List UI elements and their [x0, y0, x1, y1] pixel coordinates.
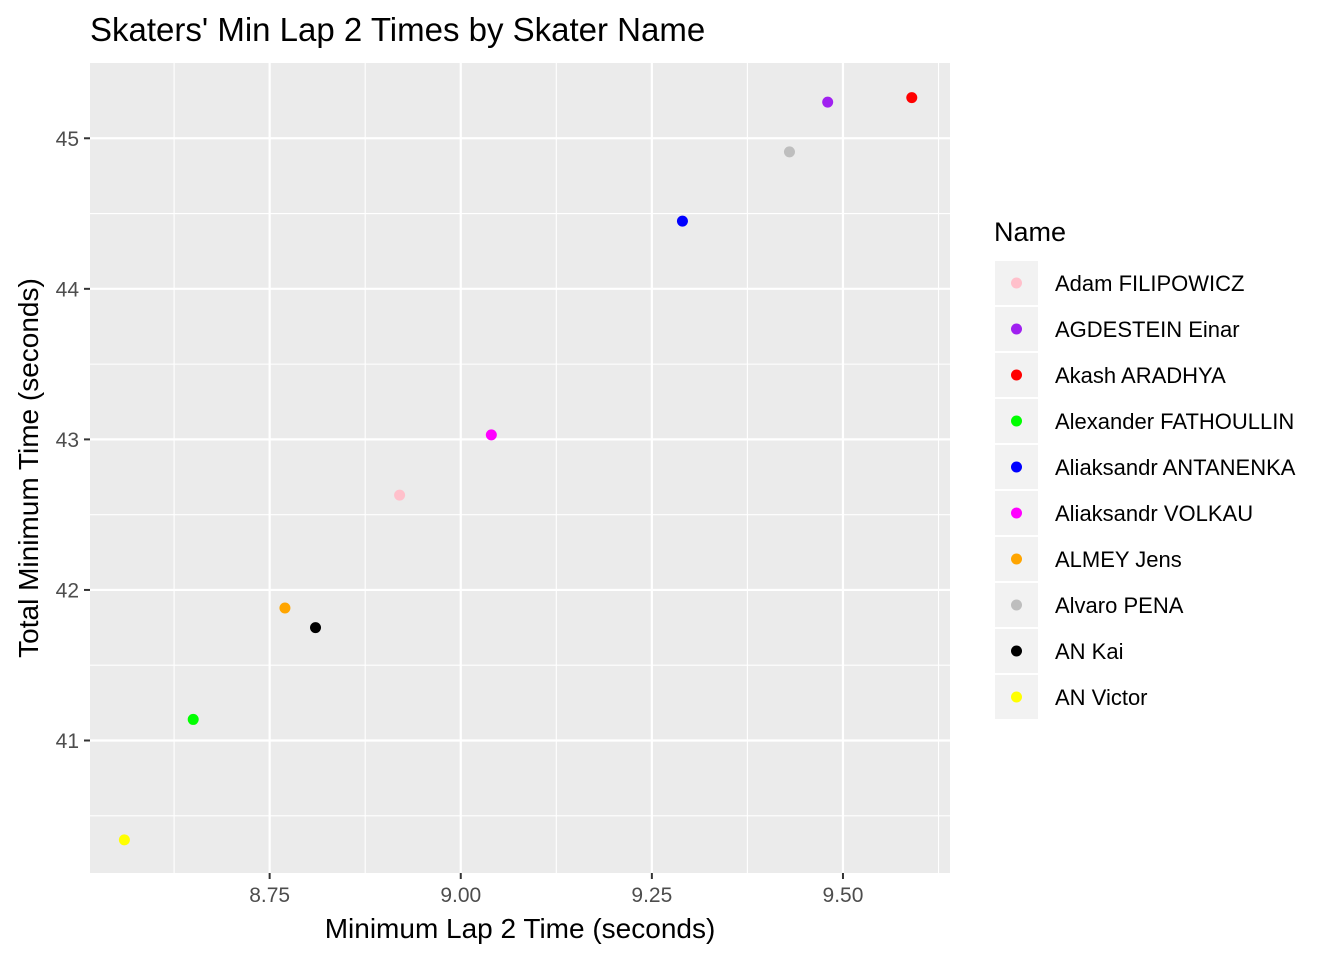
data-point: [783, 146, 795, 158]
x-tick-label: 9.25: [631, 884, 672, 907]
legend-label: AN Kai: [1055, 639, 1123, 664]
legend-item: Adam FILIPOWICZ: [995, 261, 1244, 305]
data-point: [676, 215, 688, 227]
legend-marker: [1011, 323, 1022, 335]
x-axis-title: Minimum Lap 2 Time (seconds): [325, 913, 716, 944]
legend-item: ALMEY Jens: [995, 537, 1182, 581]
data-point: [279, 602, 291, 614]
legend-label: AN Victor: [1055, 685, 1148, 710]
legend-marker: [1011, 599, 1022, 611]
y-axis: 41 42 43 44 45: [56, 128, 90, 753]
legend-item: Akash ARADHYA: [995, 353, 1226, 397]
legend-marker: [1011, 415, 1022, 427]
legend-marker: [1011, 461, 1022, 473]
y-tick-label: 45: [56, 128, 79, 151]
legend-item: Alvaro PENA: [995, 583, 1184, 627]
legend-item: AN Victor: [995, 675, 1148, 719]
chart-title: Skaters' Min Lap 2 Times by Skater Name: [90, 11, 705, 48]
data-point: [822, 96, 834, 108]
major-gridlines: [90, 63, 950, 873]
legend-label: AGDESTEIN Einar: [1055, 317, 1240, 342]
legend-item: Aliaksandr ANTANENKA: [995, 445, 1296, 489]
legend-marker: [1011, 645, 1022, 657]
x-tick-label: 9.50: [823, 884, 864, 907]
legend-item: AGDESTEIN Einar: [995, 307, 1240, 351]
legend-marker: [1011, 553, 1022, 565]
y-tick-label: 44: [56, 278, 80, 301]
data-point: [187, 713, 199, 725]
legend-item: AN Kai: [995, 629, 1123, 673]
minor-gridlines: [90, 63, 950, 873]
legend-marker: [1011, 369, 1022, 381]
data-point: [394, 489, 406, 501]
legend-item: Alexander FATHOULLIN: [995, 399, 1294, 443]
y-tick-label: 43: [56, 429, 79, 452]
x-axis: 8.75 9.00 9.25 9.50: [249, 873, 863, 907]
legend-label: Adam FILIPOWICZ: [1055, 271, 1244, 296]
data-point: [906, 92, 918, 104]
legend-marker: [1011, 277, 1022, 289]
data-points: [118, 92, 918, 846]
data-point: [118, 834, 130, 846]
y-tick-label: 42: [56, 579, 79, 602]
legend-label: Alexander FATHOULLIN: [1055, 409, 1294, 434]
legend-label: Alvaro PENA: [1055, 593, 1184, 618]
legend-label: Aliaksandr ANTANENKA: [1055, 455, 1296, 480]
legend-marker: [1011, 507, 1022, 519]
legend-label: Akash ARADHYA: [1055, 363, 1226, 388]
legend-marker: [1011, 691, 1022, 703]
legend-label: Aliaksandr VOLKAU: [1055, 501, 1253, 526]
plot-panel: [90, 63, 950, 873]
data-point: [310, 622, 322, 634]
legend-item: Aliaksandr VOLKAU: [995, 491, 1253, 535]
x-tick-label: 8.75: [249, 884, 290, 907]
legend-title: Name: [994, 217, 1066, 247]
data-point: [485, 429, 497, 441]
x-tick-label: 9.00: [440, 884, 481, 907]
legend-label: ALMEY Jens: [1055, 547, 1182, 572]
legend: Name Adam FILIPOWICZ AGDESTEIN Einar Akash…: [994, 217, 1296, 719]
y-tick-label: 41: [56, 730, 79, 753]
y-axis-title: Total Minimum Time (seconds): [13, 278, 44, 658]
